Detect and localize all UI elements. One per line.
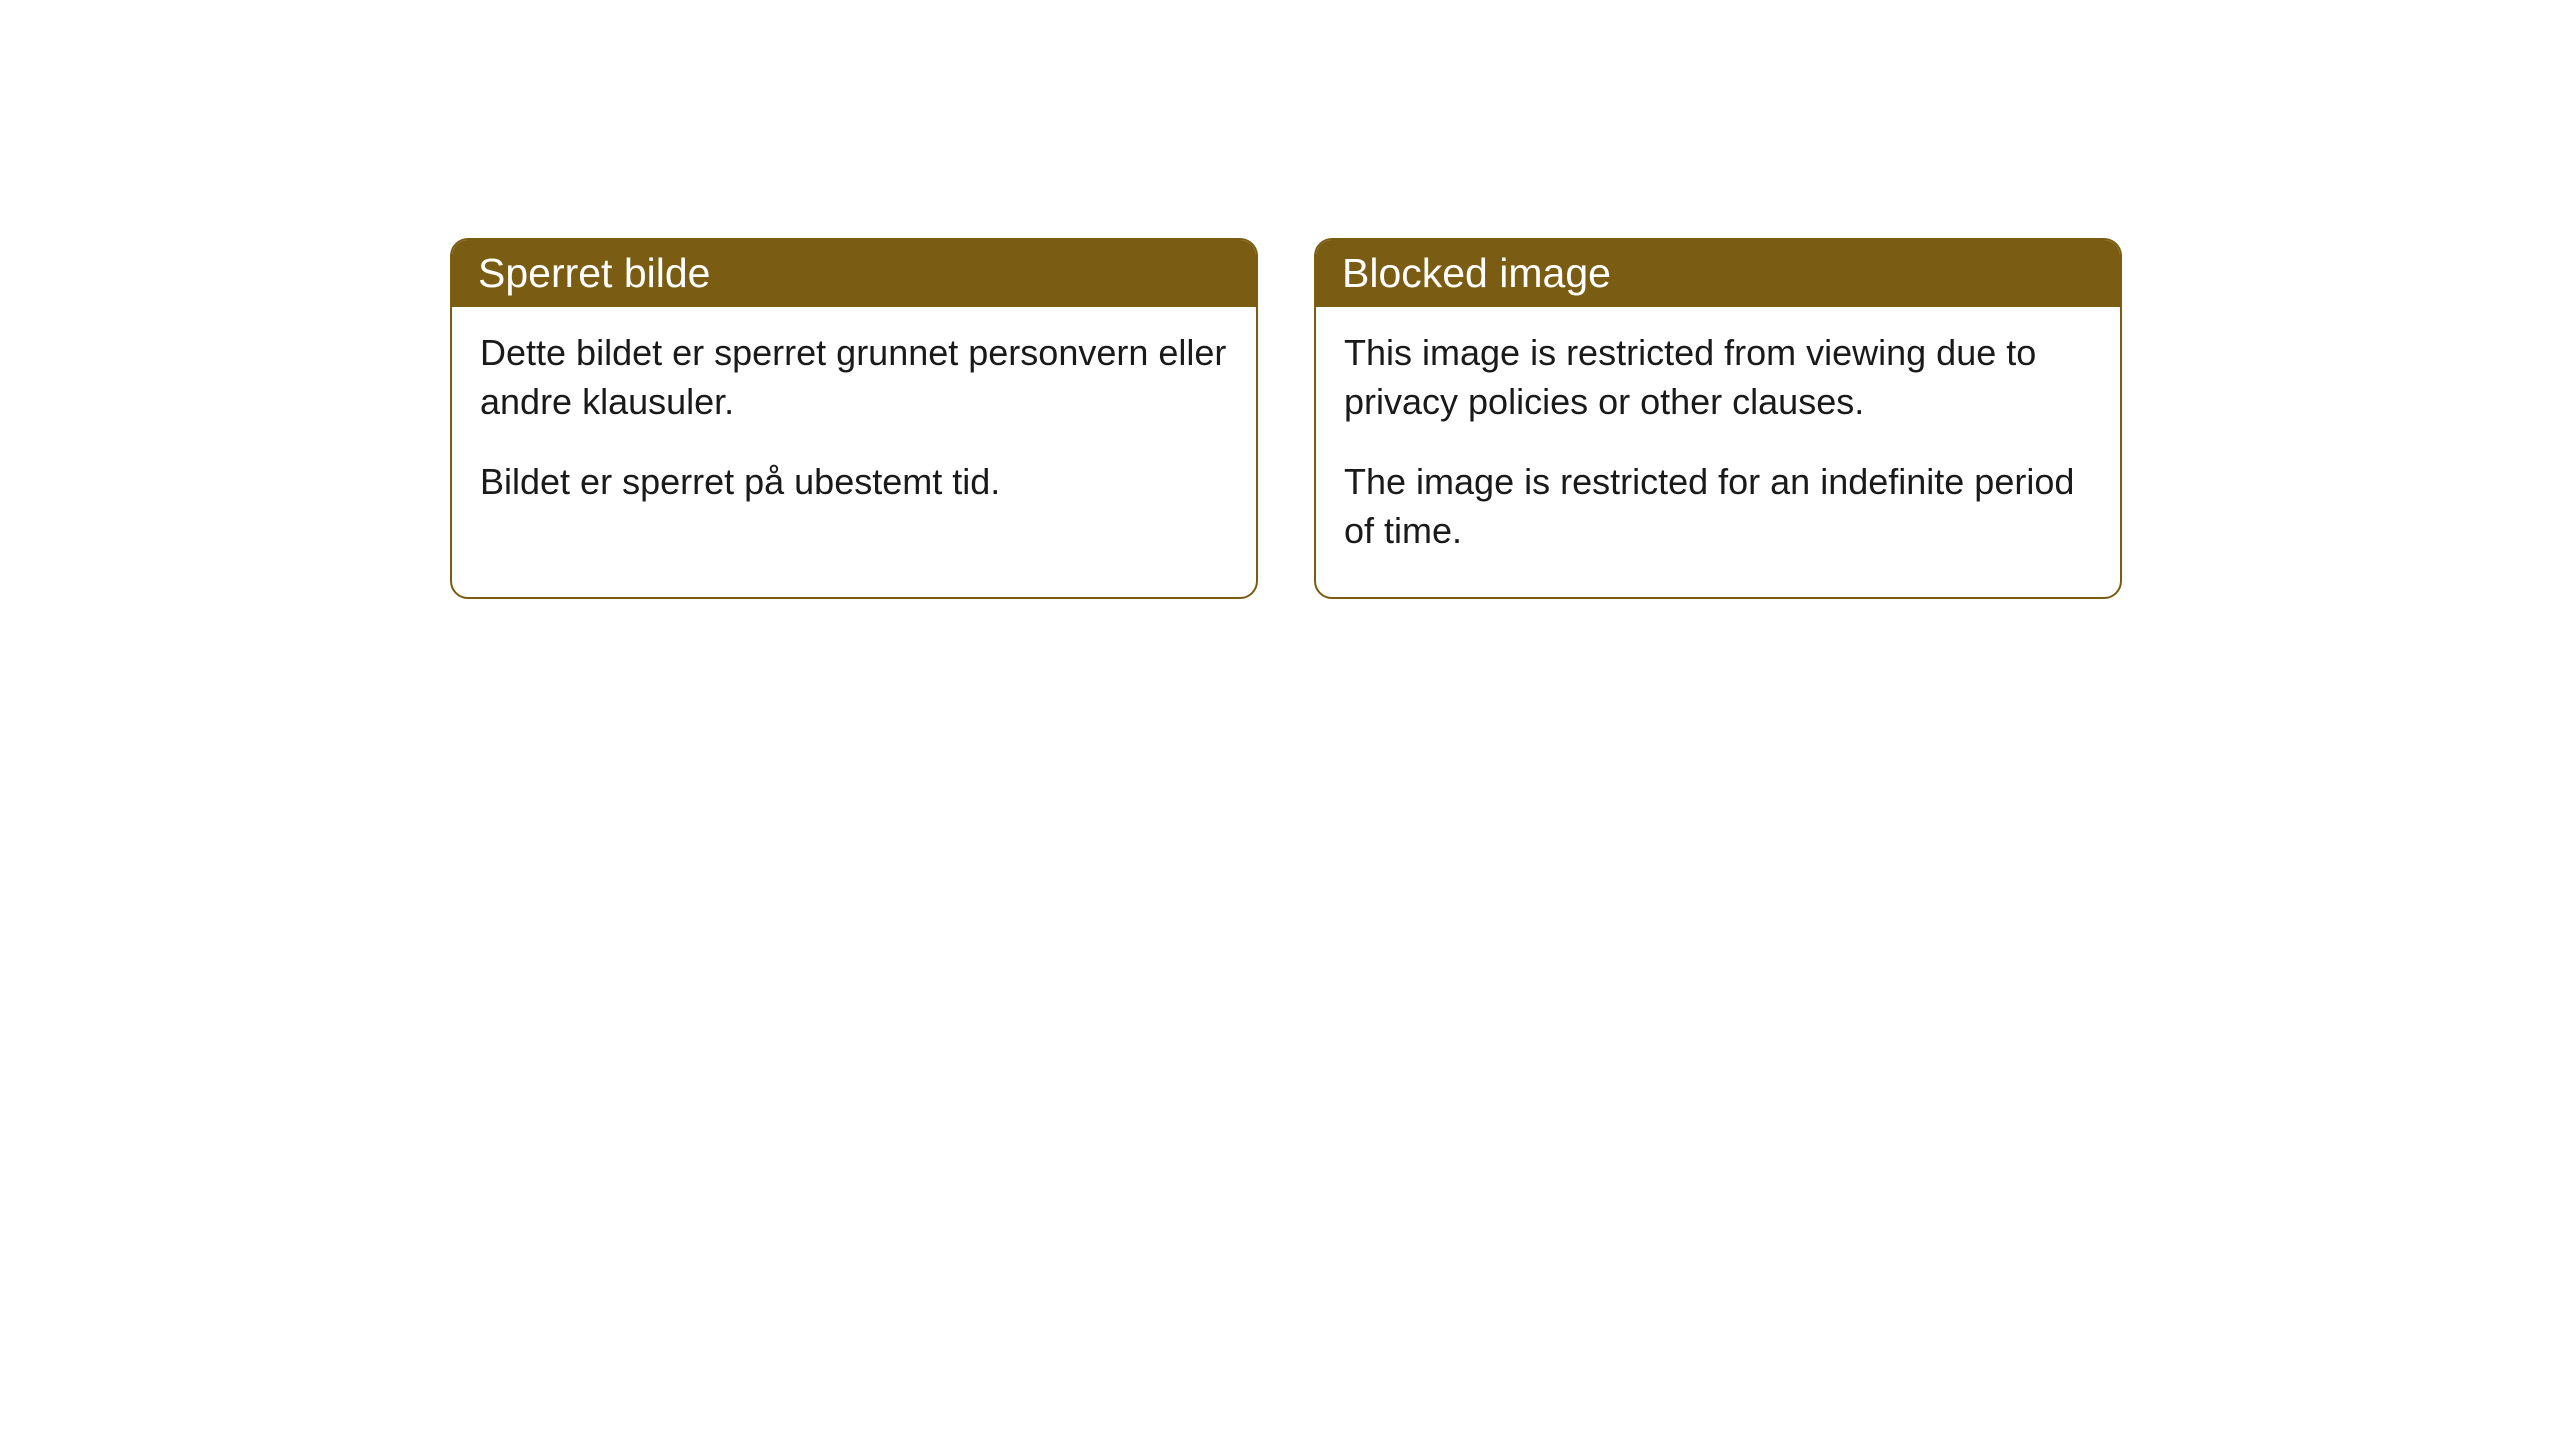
card-text-no-2: Bildet er sperret på ubestemt tid. (480, 458, 1228, 507)
card-body-no: Dette bildet er sperret grunnet personve… (452, 307, 1256, 549)
card-body-en: This image is restricted from viewing du… (1316, 307, 2120, 597)
card-text-en-1: This image is restricted from viewing du… (1344, 329, 2092, 426)
cards-container: Sperret bilde Dette bildet er sperret gr… (450, 238, 2122, 599)
card-text-no-1: Dette bildet er sperret grunnet personve… (480, 329, 1228, 426)
card-header-en: Blocked image (1316, 240, 2120, 307)
card-header-no: Sperret bilde (452, 240, 1256, 307)
blocked-image-card-en: Blocked image This image is restricted f… (1314, 238, 2122, 599)
blocked-image-card-no: Sperret bilde Dette bildet er sperret gr… (450, 238, 1258, 599)
card-text-en-2: The image is restricted for an indefinit… (1344, 458, 2092, 555)
